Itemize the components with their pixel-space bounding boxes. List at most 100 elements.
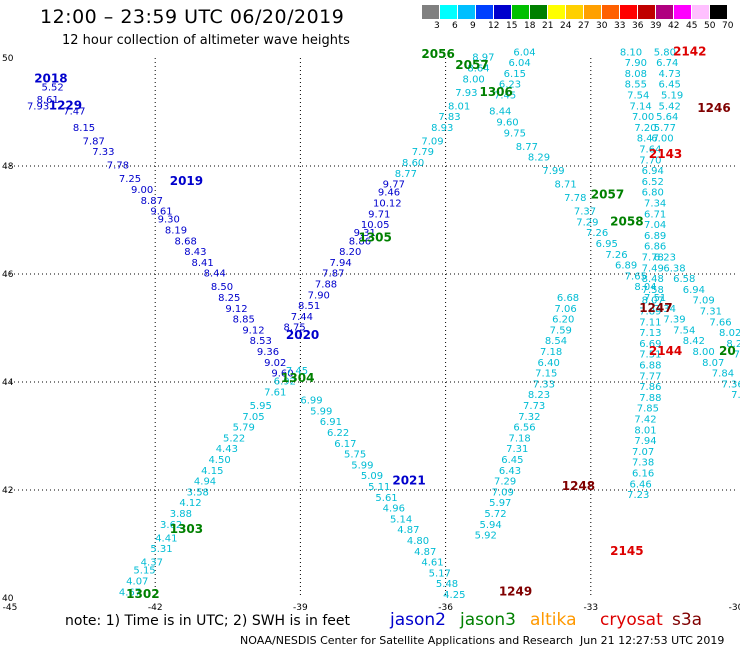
pass-label: 20 (719, 344, 736, 358)
wave-height-value: 4.15 (201, 466, 223, 477)
wave-height-value: 5.19 (661, 91, 683, 102)
wave-height-value: 7.18 (509, 433, 531, 444)
wave-height-value: 6.89 (644, 231, 666, 242)
wave-height-value: 7.88 (639, 393, 661, 404)
wave-height-value: 4.37 (141, 558, 163, 569)
footer-note: note: 1) Time is in UTC; 2) SWH is in fe… (65, 613, 351, 629)
wave-height-value: 5.17 (429, 568, 451, 579)
wave-height-value: 8.23 (528, 390, 550, 401)
wave-height-value: 5.80 (654, 47, 676, 58)
wave-height-value: 5.99 (351, 460, 373, 471)
wave-height-value: 7.84 (712, 369, 734, 380)
color-scale-swatch (638, 5, 656, 19)
wave-height-value: 7.11 (639, 317, 661, 328)
wave-height-value: 9.75 (504, 128, 526, 139)
page-subtitle: 12 hour collection of altimeter wave hei… (62, 33, 350, 48)
pass-label: 1229 (49, 98, 82, 112)
wave-height-value: 7.14 (630, 101, 652, 112)
wave-height-value: 9.12 (225, 304, 247, 315)
wave-height-value: 9.77 (383, 180, 405, 191)
wave-height-value: 8.97 (472, 53, 494, 64)
pass-label: 2056 (421, 47, 454, 61)
wave-height-value: 8.01 (634, 425, 656, 436)
wave-height-value: 6.15 (504, 69, 526, 80)
wave-height-value: 7.83 (438, 112, 460, 123)
wave-height-value: 7.99 (542, 166, 564, 177)
wave-height-value: 6.91 (320, 417, 342, 428)
wave-height-value: 4.41 (155, 533, 177, 544)
wave-height-value: 7.18 (540, 347, 562, 358)
wave-height-value: 7.29 (494, 477, 516, 488)
wave-height-value: 5.97 (489, 498, 511, 509)
wave-height-value: 8.07 (642, 296, 664, 307)
wave-height-value: 6.89 (615, 261, 637, 272)
wave-height-value: 6.52 (642, 177, 664, 188)
wave-height-value: 5.79 (233, 423, 255, 434)
wave-height-value: 5.14 (390, 514, 412, 525)
wave-height-value: 7.64 (639, 145, 661, 156)
wave-height-value: 7.33 (92, 147, 114, 158)
wave-height-value: 7.70 (639, 155, 661, 166)
wave-height-value: 7.09 (692, 296, 714, 307)
wave-height-value: 8.50 (211, 282, 233, 293)
wave-height-value: 7.31 (506, 444, 528, 455)
wave-height-value: 7.45 (494, 91, 516, 102)
wave-height-value: 6.94 (642, 166, 664, 177)
pass-label: 1305 (358, 231, 391, 245)
color-scale-label: 36 (632, 21, 644, 31)
wave-height-value: 3.88 (170, 509, 192, 520)
pass-label: 2057 (455, 58, 488, 72)
wave-height-value: 8.85 (233, 315, 255, 326)
wave-height-value: 4.94 (194, 477, 216, 488)
wave-height-value: 7.54 (673, 325, 695, 336)
wave-height-value: 6.69 (639, 339, 661, 350)
wave-height-value: 6.23 (499, 80, 521, 91)
wave-height-value: 8.20 (339, 247, 361, 258)
wave-height-value: 7.58 (642, 285, 664, 296)
wave-height-value: 5.61 (375, 493, 397, 504)
wave-height-value: 4.50 (208, 455, 230, 466)
generated-timestamp: Jun 21 12:27:53 UTC 2019 (580, 634, 725, 647)
wave-height-value: 7.07 (632, 447, 654, 458)
wave-height-value: 7.26 (605, 250, 627, 261)
color-scale-swatch (422, 5, 440, 19)
wave-height-value: 8.43 (184, 247, 206, 258)
wave-height-value: 7.04 (644, 220, 666, 231)
wave-height-value: 7.06 (555, 304, 577, 315)
wave-height-value: 6.22 (327, 428, 349, 439)
pass-label: 2143 (649, 147, 682, 161)
wave-height-value: 8.51 (298, 301, 320, 312)
wave-height-value: 7.61 (264, 388, 286, 399)
wave-height-value: 7.89 (639, 307, 661, 318)
wave-height-value: 7.36 (721, 379, 740, 390)
wave-height-value: 8.25 (218, 293, 240, 304)
wave-height-value: 8.21 (726, 339, 740, 350)
wave-height-value: 7.87 (322, 269, 344, 280)
wave-height-value: 7.44 (291, 312, 313, 323)
color-scale-label: 70 (722, 21, 734, 31)
wave-height-value: 4.80 (407, 536, 429, 547)
x-tick-label: -45 (3, 603, 18, 613)
wave-height-value: 6.86 (644, 242, 666, 253)
wave-height-value: 4.43 (216, 444, 238, 455)
wave-height-value: 7.25 (119, 174, 141, 185)
wave-height-value: 7.94 (634, 436, 656, 447)
wave-height-value: 8.75 (283, 323, 305, 334)
wave-height-value: 7.66 (709, 317, 731, 328)
wave-height-value: 7.32 (518, 412, 540, 423)
wave-height-value: 7.93 (455, 88, 477, 99)
color-scale-swatch (674, 5, 692, 19)
color-scale-label: 42 (668, 21, 680, 31)
wave-height-value: 7.23 (627, 490, 649, 501)
color-scale-label: 24 (560, 21, 572, 31)
wave-height-value: 5.95 (250, 401, 272, 412)
color-scale-label: 9 (470, 21, 476, 31)
wave-height-value: 9.02 (264, 358, 286, 369)
color-scale-label: 27 (578, 21, 590, 31)
color-scale-swatch (710, 5, 728, 19)
wave-height-value: 8.15 (73, 123, 95, 134)
color-scale-label: 50 (704, 21, 716, 31)
wave-height-value: 7.71 (731, 390, 740, 401)
color-scale-swatch (656, 5, 674, 19)
wave-height-value: 6.56 (513, 423, 535, 434)
